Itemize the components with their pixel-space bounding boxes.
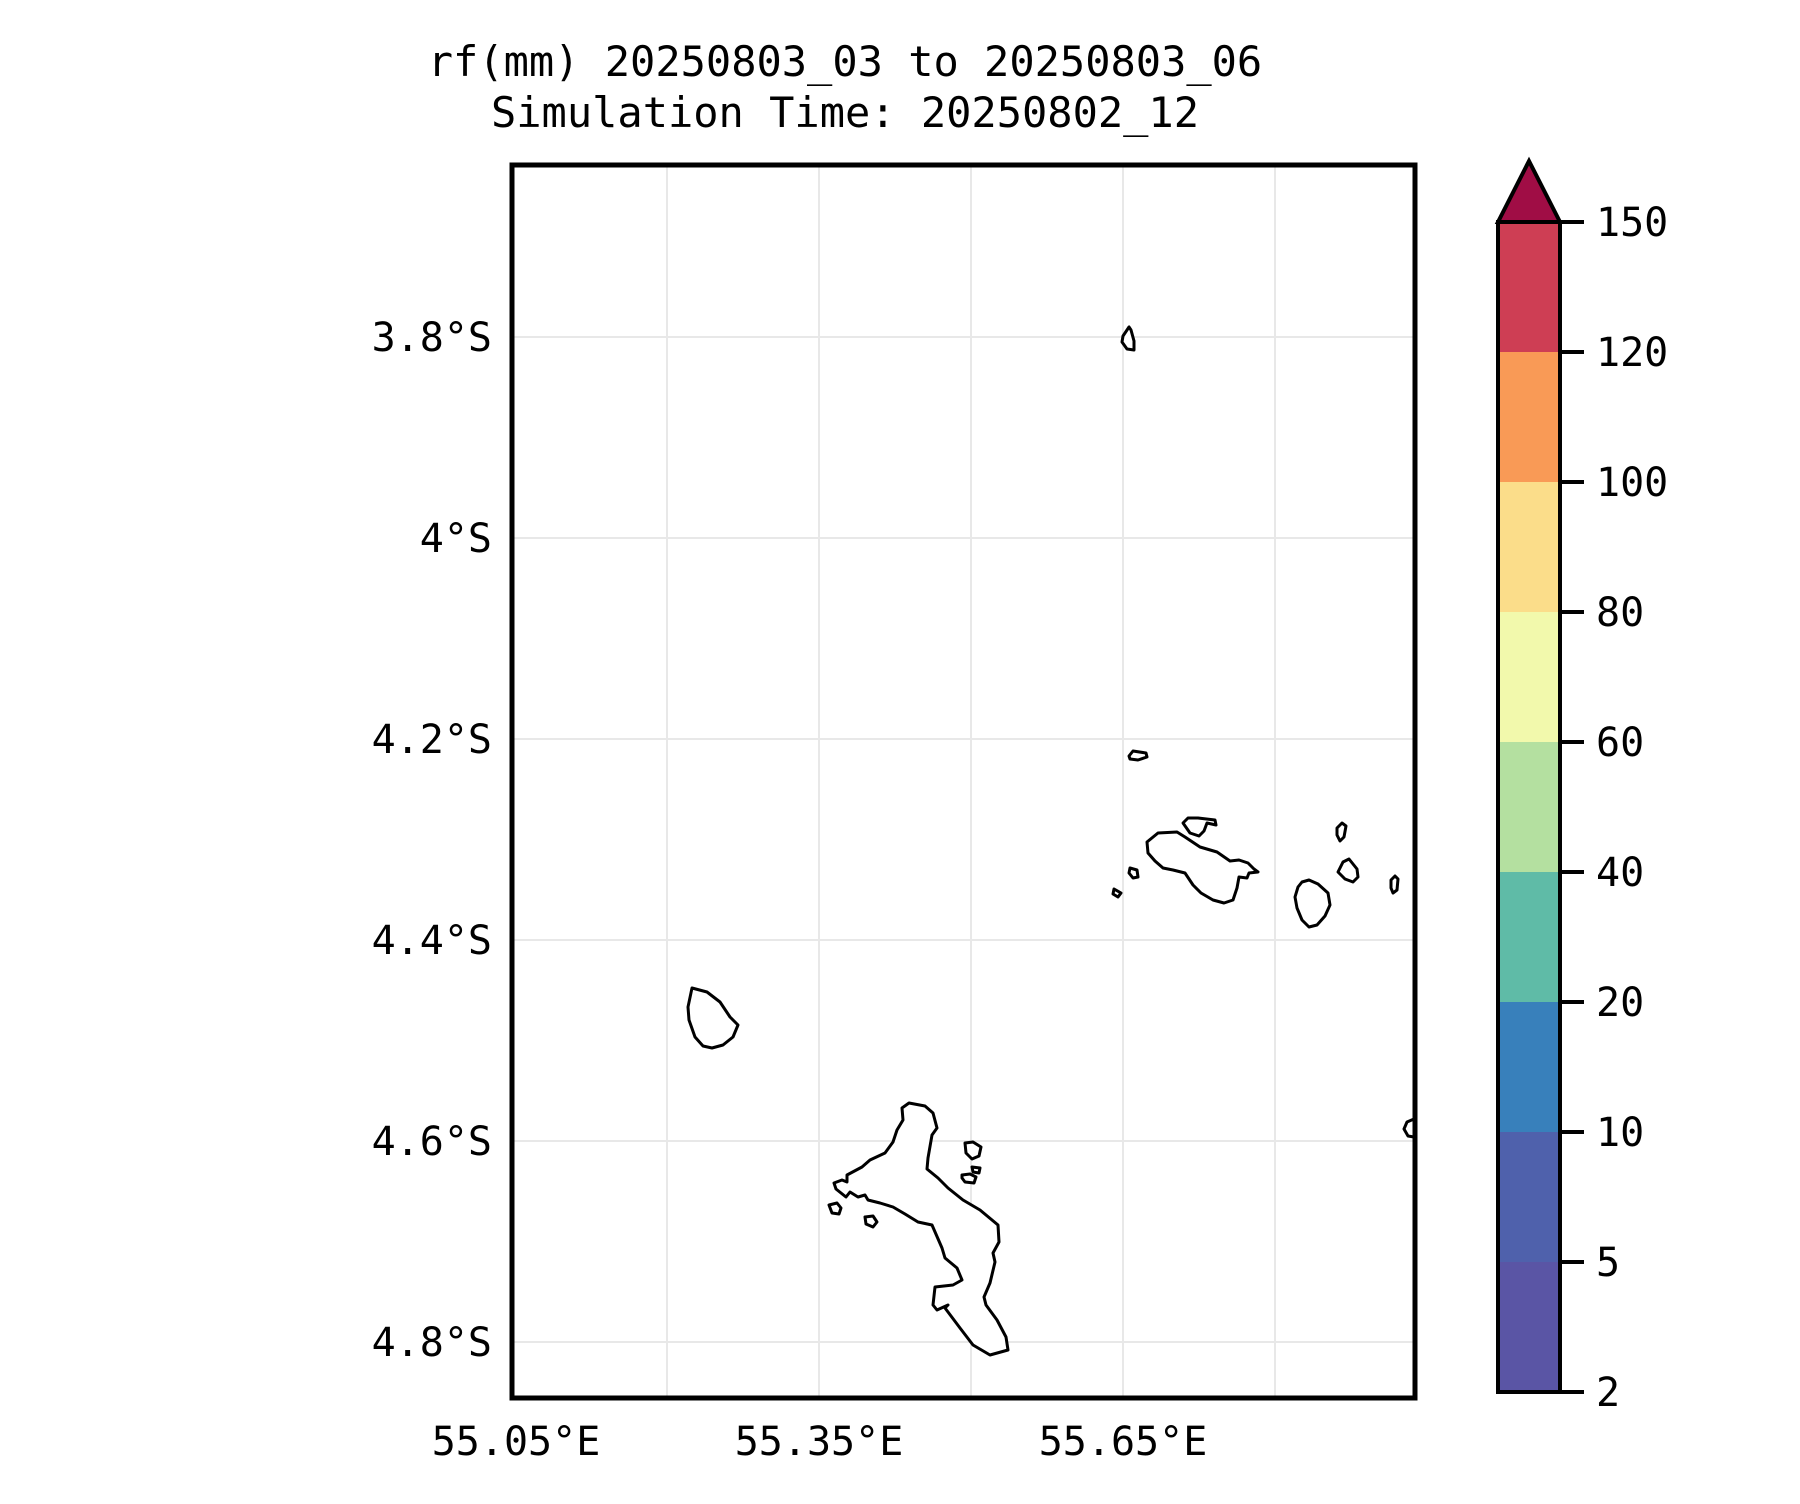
coastlines: [686, 325, 1415, 1357]
colorbar-segment-100-120: [1498, 352, 1560, 482]
colorbar-tick-label: 100: [1596, 460, 1668, 506]
colorbar-segment-60-80: [1498, 612, 1560, 742]
colorbar-tick-label: 2: [1596, 1370, 1620, 1416]
island-praslin: [1145, 830, 1260, 905]
lat-tick-label: 4.4°S: [372, 918, 492, 964]
colorbar-tick-label: 40: [1596, 850, 1644, 896]
colorbar-segment-80-100: [1498, 482, 1560, 612]
colorbar-tick-label: 20: [1596, 980, 1644, 1026]
colorbar-segment-20-40: [1498, 872, 1560, 1002]
island-long-island: [960, 1172, 978, 1185]
colorbar-segment-40-60: [1498, 742, 1560, 872]
island-aride: [1127, 749, 1149, 762]
lat-tick-label: 4.2°S: [372, 717, 492, 763]
island-cousin: [1127, 866, 1140, 880]
colorbar-segment-2-5: [1498, 1262, 1560, 1392]
map-plot: [509, 162, 1418, 1401]
island-cousine: [1111, 887, 1123, 899]
island-mahe: [832, 1101, 1010, 1357]
lat-tick-label: 3.8°S: [372, 315, 492, 361]
island-marianne: [1389, 874, 1400, 895]
colorbar-segment-10-20: [1498, 1002, 1560, 1132]
island-denis: [1120, 325, 1136, 352]
colorbar-tick-label: 60: [1596, 720, 1644, 766]
lat-tick-label: 4.8°S: [372, 1320, 492, 1366]
colorbar-tick-label: 10: [1596, 1110, 1644, 1156]
ocean-background: [512, 165, 1415, 1398]
island-felicite: [1336, 857, 1360, 884]
lon-tick-label: 55.05°E: [432, 1419, 601, 1465]
longitude-tick-labels: 55.05°E 55.35°E 55.65°E: [432, 1419, 1208, 1465]
island-curieuse: [1181, 816, 1218, 838]
island-ste-anne: [963, 1140, 983, 1161]
latitude-tick-labels: 3.8°S 4°S 4.2°S 4.4°S 4.6°S 4.8°S: [372, 315, 492, 1366]
island-therese: [827, 1201, 843, 1216]
island-soeurs: [1335, 821, 1348, 843]
island-silhouette: [686, 986, 740, 1050]
colorbar: 2 5 10 20 40 60 80 100 120 150: [1494, 156, 1668, 1416]
island-la-digue: [1293, 878, 1332, 929]
lat-tick-label: 4.6°S: [372, 1119, 492, 1165]
plot-border: [509, 162, 1418, 1401]
island-conception: [863, 1214, 879, 1229]
colorbar-tick-label: 120: [1596, 330, 1668, 376]
colorbar-tick-label: 5: [1596, 1240, 1620, 1286]
figure-title-line2: Simulation Time: 20250802_12: [491, 88, 1199, 137]
colorbar-over-arrow: [1494, 156, 1564, 224]
graticule-gridlines: [512, 165, 1415, 1398]
colorbar-segment-120-150: [1498, 222, 1560, 352]
colorbar-outline: [1496, 220, 1562, 1394]
island-cerf: [970, 1165, 982, 1175]
lat-tick-label: 4°S: [420, 516, 492, 562]
colorbar-tick-label: 80: [1596, 590, 1644, 636]
figure-title-line1: rf(mm) 20250803_03 to 20250803_06: [428, 37, 1262, 86]
lon-tick-label: 55.35°E: [735, 1419, 904, 1465]
colorbar-segment-5-10: [1498, 1132, 1560, 1262]
colorbar-tick-label: 150: [1596, 200, 1668, 246]
lon-tick-label: 55.65°E: [1039, 1419, 1208, 1465]
